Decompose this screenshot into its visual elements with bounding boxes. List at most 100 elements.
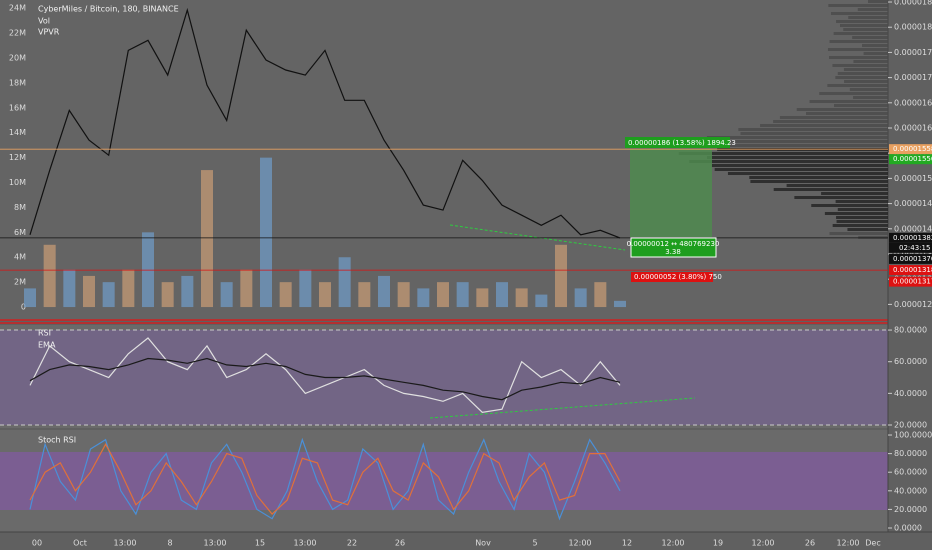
series-line bbox=[29, 437, 621, 521]
pane-title: RSI bbox=[38, 329, 51, 338]
vpvr bbox=[678, 0, 888, 239]
y-tick-label: 16M bbox=[9, 103, 26, 112]
price-tag-label: 0.00001370 bbox=[893, 255, 932, 263]
y-tick-label: 80.0000 bbox=[894, 326, 927, 335]
countdown: 02:43:15 bbox=[899, 244, 930, 252]
vpvr-bar bbox=[809, 100, 888, 103]
vpvr-bar bbox=[678, 152, 888, 155]
vpvr-bar bbox=[806, 112, 888, 115]
countdown-tag bbox=[889, 242, 932, 253]
volume-bar bbox=[417, 288, 430, 308]
volume-bar bbox=[201, 170, 213, 308]
x-tick-label: 19 bbox=[713, 539, 723, 548]
target-box bbox=[625, 137, 730, 148]
x-tick-label: 15 bbox=[255, 539, 265, 548]
y-tick-label: 0.00001600 bbox=[894, 124, 932, 133]
volume-bar bbox=[476, 288, 489, 308]
volume-bar bbox=[437, 282, 449, 308]
vpvr-bar bbox=[760, 124, 888, 127]
x-tick-label: 22 bbox=[347, 539, 357, 548]
volume-bar bbox=[555, 244, 567, 308]
x-tick-label: 13:00 bbox=[113, 539, 136, 548]
vpvr-bar bbox=[749, 176, 888, 179]
vpvr-bar bbox=[811, 204, 888, 207]
volume-bar bbox=[594, 282, 607, 308]
price-tag bbox=[889, 265, 932, 276]
series-line bbox=[29, 357, 621, 401]
price-tag bbox=[889, 232, 932, 243]
x-tick-label: 13:00 bbox=[203, 539, 226, 548]
series-line bbox=[29, 443, 621, 515]
volume-bar bbox=[358, 282, 371, 308]
volume-bar bbox=[279, 282, 292, 308]
y-tick-label: 12M bbox=[9, 153, 26, 162]
vpvr-bar bbox=[834, 104, 888, 107]
vpvr-bar bbox=[863, 52, 888, 55]
stop-box bbox=[631, 272, 713, 282]
series-line bbox=[29, 7, 621, 239]
y-tick-label: 100.0000 bbox=[894, 431, 932, 440]
x-tick-label: Nov bbox=[475, 539, 491, 548]
vpvr-bar bbox=[726, 140, 888, 143]
price-tag-label: 0.00001382 bbox=[893, 234, 932, 242]
trendline bbox=[449, 224, 626, 251]
y-tick-label: 20.0000 bbox=[894, 505, 927, 514]
vpvr-bar bbox=[706, 136, 888, 139]
x-tick-label: 5 bbox=[532, 539, 537, 548]
price-tag bbox=[889, 253, 932, 264]
x-tick-label: 12:00 bbox=[836, 539, 859, 548]
y-tick-label: 8M bbox=[14, 203, 26, 212]
vpvr-bar bbox=[852, 36, 888, 39]
vpvr-bar bbox=[689, 160, 888, 163]
y-tick-label: 0.00001850 bbox=[894, 0, 932, 7]
y-tick-label: 0.0000 bbox=[894, 524, 922, 533]
vpvr-bar bbox=[829, 56, 888, 59]
vpvr-bar bbox=[750, 180, 888, 183]
y-tick-label: 0 bbox=[21, 303, 26, 312]
vpvr-bar bbox=[786, 184, 888, 187]
y-tick-label: 4M bbox=[14, 253, 26, 262]
vpvr-bar bbox=[773, 188, 888, 191]
x-tick-label: 8 bbox=[167, 539, 172, 548]
trendline bbox=[429, 397, 696, 419]
vpvr-bar bbox=[843, 68, 888, 71]
vpvr-bar bbox=[821, 192, 888, 195]
chart-title: CyberMiles / Bitcoin, 180, BINANCE bbox=[38, 5, 179, 14]
volume-bar bbox=[161, 282, 174, 308]
y-tick-label: 6M bbox=[14, 228, 26, 237]
price-tag bbox=[889, 144, 932, 155]
vpvr-bar bbox=[853, 96, 888, 99]
price-tag bbox=[889, 154, 932, 165]
y-tick-label: 60.0000 bbox=[894, 357, 927, 366]
x-tick-label: 26 bbox=[805, 539, 815, 548]
y-tick-label: 10M bbox=[9, 178, 26, 187]
ratio-label: 3.38 bbox=[665, 248, 681, 256]
volume-bar bbox=[496, 282, 508, 308]
price-tag-label: 0.00001318 bbox=[893, 266, 932, 274]
x-tick-label: 12 bbox=[622, 539, 632, 548]
vpvr-bar bbox=[727, 172, 888, 175]
price-tag bbox=[889, 276, 932, 287]
volume-bar bbox=[397, 282, 410, 308]
vpvr-bar bbox=[827, 48, 888, 51]
x-tick-label: 13:00 bbox=[293, 539, 316, 548]
vpvr-bar bbox=[707, 156, 888, 159]
y-tick-label: 0.00001750 bbox=[894, 48, 932, 57]
y-tick-label: 0.00001500 bbox=[894, 174, 932, 183]
y-tick-label: 0.00001800 bbox=[894, 23, 932, 32]
volume-bar bbox=[142, 232, 154, 308]
price-tag-label: 0.00001556 bbox=[893, 155, 932, 163]
x-tick-label: 26 bbox=[395, 539, 405, 548]
y-tick-label: 20.0000 bbox=[894, 420, 927, 429]
indicator: VPVR bbox=[38, 28, 60, 37]
vpvr-bar bbox=[829, 232, 888, 235]
vpvr-bar bbox=[738, 128, 888, 131]
x-tick-label: 12:00 bbox=[751, 539, 774, 548]
vpvr-bar bbox=[819, 92, 888, 95]
vpvr-bar bbox=[714, 168, 888, 171]
y-tick-label: 40.0000 bbox=[894, 389, 927, 398]
vpvr-bar bbox=[796, 108, 888, 111]
x-tick-label: Dec bbox=[865, 539, 880, 548]
volume-bar bbox=[43, 244, 56, 308]
rsi-band bbox=[0, 330, 888, 425]
